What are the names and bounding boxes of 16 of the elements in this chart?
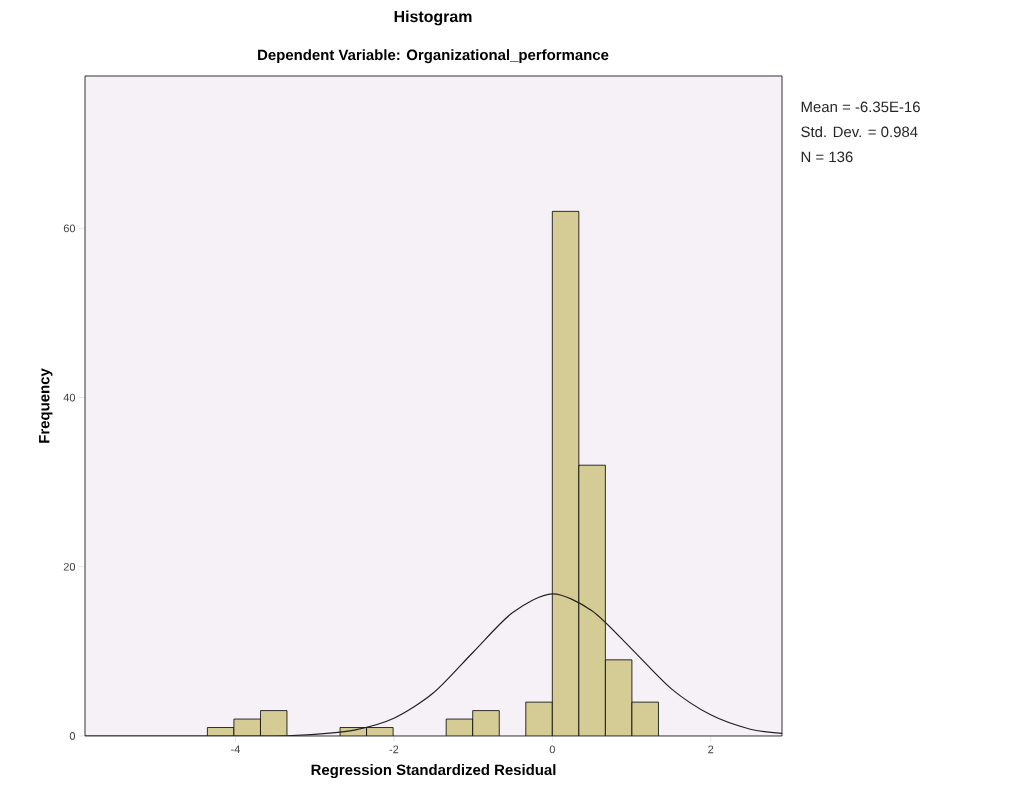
y-tick-label: 0 [69, 732, 76, 740]
text: N = 136 [801, 151, 853, 163]
x-tick-label: -4 [231, 745, 241, 754]
text: Std. Dev. = 0.984 [801, 126, 918, 138]
x-tick-label: 2 [708, 745, 714, 754]
y-tick-label: 40 [63, 393, 76, 402]
y-axis-title: Frequency [39, 368, 53, 443]
chart-subtitle: Dependent Variable: Organizational_performance [258, 49, 609, 64]
text: Mean = -6.35E-16 [801, 101, 920, 113]
x-axis-title: Regression Standardized Residual [311, 764, 556, 779]
y-tick-label: 60 [63, 224, 76, 233]
x-tick-label: 0 [549, 745, 555, 754]
x-tick-label: -2 [389, 745, 399, 754]
chart-title: Histogram [394, 10, 472, 26]
line-series [85, 593, 783, 736]
y-tick-label: 20 [63, 562, 76, 571]
